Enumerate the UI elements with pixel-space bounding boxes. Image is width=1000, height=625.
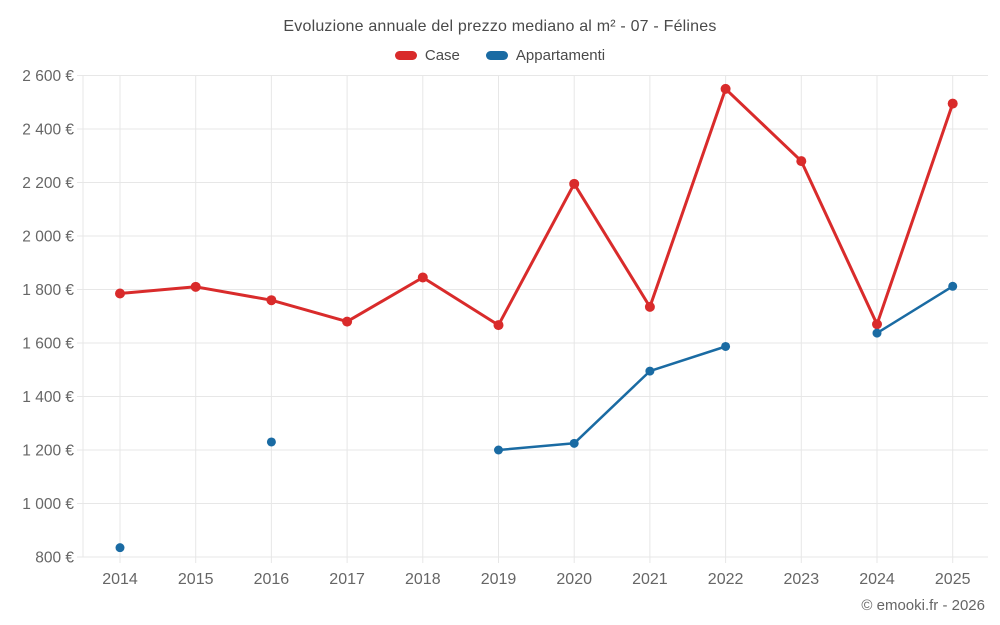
appartamenti-series-swatch-icon: [485, 51, 508, 60]
data-point-appartamenti-2016[interactable]: [266, 437, 276, 447]
x-axis-label: 2014: [102, 571, 138, 588]
legend-label-case: Case: [424, 47, 460, 64]
chart-title: Evoluzione annuale del prezzo mediano al…: [283, 18, 717, 35]
data-point-appartamenti-2019[interactable]: [494, 445, 503, 455]
y-axis-label: 1 600 €: [22, 336, 74, 353]
data-point-case-2016[interactable]: [266, 295, 277, 306]
x-axis-label: 2021: [632, 571, 668, 588]
data-point-case-2015[interactable]: [190, 281, 201, 292]
x-axis-label: 2020: [556, 571, 592, 588]
y-axis-label: 1 200 €: [22, 443, 74, 460]
y-axis-label: 2 600 €: [22, 68, 74, 85]
y-axis-label: 800 €: [35, 550, 74, 567]
y-axis-label: 2 400 €: [22, 122, 74, 139]
data-point-appartamenti-2020[interactable]: [569, 438, 579, 448]
x-axis-label: 2022: [708, 571, 744, 588]
data-point-case-2017[interactable]: [342, 316, 353, 327]
data-point-case-2025[interactable]: [947, 98, 958, 109]
data-point-case-2023[interactable]: [796, 156, 807, 167]
legend-item-case[interactable]: Case: [394, 47, 460, 64]
series-line-appartamenti: [497, 285, 954, 452]
data-point-case-2014[interactable]: [115, 288, 125, 299]
data-point-case-2021[interactable]: [644, 301, 655, 312]
data-point-case-2019[interactable]: [493, 320, 504, 331]
data-point-case-2024[interactable]: [872, 319, 882, 330]
x-axis-label: 2015: [178, 571, 214, 588]
data-point-case-2022[interactable]: [720, 83, 731, 94]
y-axis-label: 1 400 €: [22, 389, 74, 406]
data-point-appartamenti-2025[interactable]: [948, 281, 958, 291]
data-point-appartamenti-2024[interactable]: [872, 328, 882, 338]
x-axis-label: 2025: [935, 571, 971, 588]
series-line-case: [118, 87, 955, 327]
data-point-appartamenti-2014[interactable]: [115, 543, 125, 553]
data-point-appartamenti-2021[interactable]: [645, 366, 655, 376]
y-axis-label: 1 000 €: [22, 496, 74, 513]
data-point-appartamenti-2022[interactable]: [721, 341, 731, 351]
x-axis-label: 2019: [481, 571, 517, 588]
legend: Case Appartamenti: [0, 47, 1000, 64]
legend-label-appartamenti: Appartamenti: [515, 47, 606, 64]
data-point-case-2020[interactable]: [569, 178, 580, 189]
y-axis-label: 2 000 €: [22, 229, 74, 246]
data-point-case-2018[interactable]: [417, 272, 428, 283]
x-axis-label: 2017: [329, 571, 365, 588]
x-axis-label: 2016: [254, 571, 290, 588]
case-series-swatch-icon: [394, 51, 417, 60]
y-axis-label: 2 200 €: [22, 175, 74, 192]
y-axis-label: 1 800 €: [22, 282, 74, 299]
copyright-footer: © emooki.fr - 2026: [861, 597, 985, 614]
x-axis-label: 2024: [859, 571, 895, 588]
x-axis-label: 2018: [405, 571, 441, 588]
x-axis-label: 2023: [784, 571, 820, 588]
legend-item-appartamenti[interactable]: Appartamenti: [485, 47, 606, 64]
